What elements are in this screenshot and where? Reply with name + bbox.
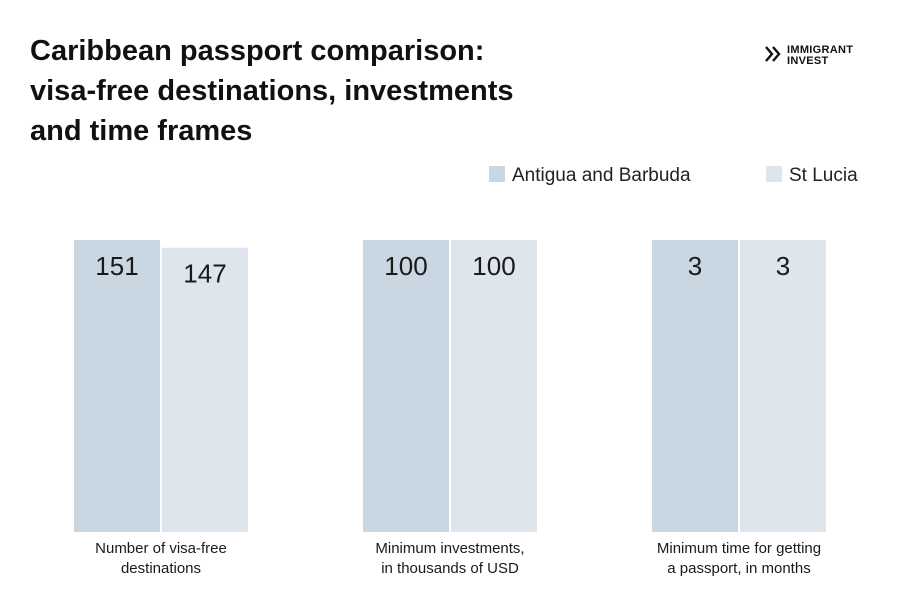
category-label-box: Minimum investments, in thousands of USD [375, 540, 525, 577]
legend-label: Antigua and Barbuda [512, 165, 691, 186]
legend-label: St Lucia [789, 165, 858, 186]
value-label: 100 [472, 251, 515, 281]
bar [363, 240, 449, 532]
chart-title: visa-free destinations, investments [30, 75, 514, 107]
category-label: Minimum investments, in thousands of USD [375, 540, 525, 577]
logo-text: IMMIGRANT [787, 44, 853, 56]
bar [74, 240, 160, 532]
bar [451, 240, 537, 532]
chart-title: and time frames [30, 115, 252, 147]
chart-title: Caribbean passport comparison: [30, 35, 484, 67]
category-label: Minimum time for getting a passport, in … [656, 540, 822, 577]
value-label: 3 [776, 251, 790, 281]
value-label: 3 [688, 251, 702, 281]
category-label: Number of visa-free destinations [95, 540, 227, 577]
value-label: 151 [95, 251, 138, 281]
logo-icon [765, 46, 781, 62]
category-label-box: Number of visa-free destinations [95, 540, 227, 577]
bar [652, 240, 738, 532]
bar [162, 247, 248, 532]
value-label: 147 [183, 259, 226, 289]
category-label-box: Minimum time for getting a passport, in … [656, 540, 822, 577]
bar [740, 240, 826, 532]
legend-swatch [489, 166, 505, 182]
value-label: 100 [384, 251, 427, 281]
logo-text: INVEST [787, 55, 829, 67]
legend-swatch [766, 166, 782, 182]
